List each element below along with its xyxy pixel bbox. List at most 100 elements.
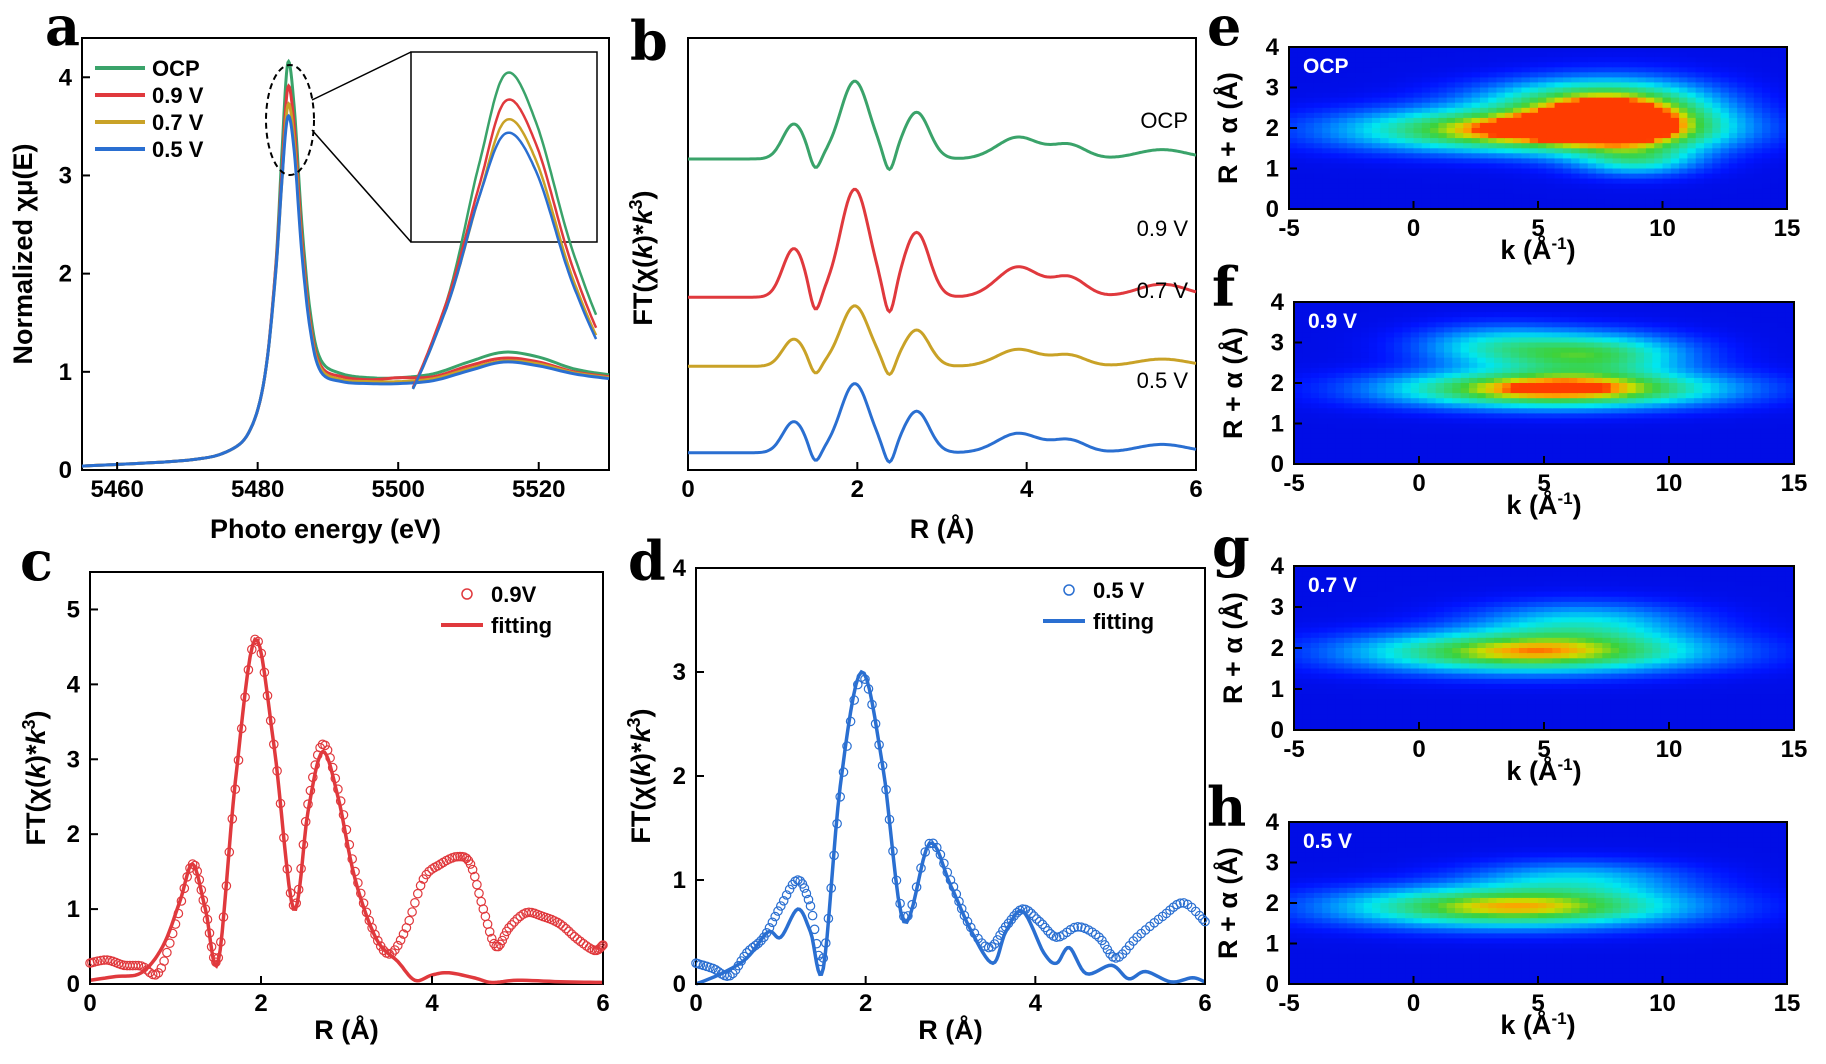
panel-f-heat-cell	[1360, 423, 1370, 430]
panel-f-heat-cell	[1735, 393, 1745, 399]
panel-e-heat-cell	[1778, 163, 1788, 170]
panel-g-heat-cell	[1435, 632, 1445, 639]
panel-f-heat-cell	[1577, 362, 1587, 369]
panel-g-heat-cell	[1327, 637, 1337, 644]
panel-e-heat-cell	[1728, 97, 1738, 104]
panel-e-heat-cell	[1463, 112, 1473, 119]
panel-g-heat-cell	[1444, 653, 1453, 659]
panel-f-heat-cell	[1310, 408, 1320, 414]
panel-e-heat-cell	[1521, 112, 1531, 119]
panel-f-heat-cell	[1502, 458, 1512, 465]
panel-c-ytick-label: 5	[67, 596, 80, 623]
panel-g-heat-cell	[1352, 601, 1362, 608]
panel-f-heat-cell	[1744, 357, 1753, 364]
panel-f-heat-cell	[1502, 428, 1512, 435]
panel-e-heat-cell	[1313, 173, 1323, 180]
panel-f-heat-cell	[1660, 428, 1670, 435]
panel-f-heat-cell	[1694, 408, 1703, 414]
panel-e-heat-cell	[1679, 148, 1688, 154]
panel-f-heat-cell	[1735, 327, 1745, 333]
panel-g-heat-cell	[1435, 581, 1445, 588]
panel-f-heat-cell	[1644, 388, 1653, 394]
panel-g-heat-cell	[1435, 566, 1445, 572]
panel-g-heat-cell	[1427, 653, 1437, 659]
panel-f-heat-cell	[1510, 438, 1520, 445]
panel-f-heat-cell	[1752, 403, 1762, 409]
panel-e-heat-cell	[1529, 117, 1539, 124]
panel-e-heat-cell	[1421, 133, 1431, 139]
panel-e-heat-cell	[1322, 193, 1332, 200]
panel-f-heat-cell	[1510, 327, 1520, 333]
panel-f-heat-cell	[1785, 362, 1795, 369]
panel-f-heat-cell	[1510, 393, 1520, 399]
panel-e-heat-cell	[1513, 52, 1522, 58]
panel-f-heat-cell	[1319, 357, 1328, 364]
panel-e-heat-cell	[1662, 52, 1672, 58]
panel-e-heat-cell	[1504, 183, 1514, 190]
panel-e-heat-cell	[1297, 67, 1307, 73]
panel-f-heat-cell	[1627, 383, 1637, 389]
panel-f-heat-cell	[1377, 312, 1387, 318]
panel-f-heat-cell	[1735, 337, 1745, 344]
panel-f-heat-cell	[1494, 327, 1503, 333]
panel-f-heat-cell	[1452, 398, 1462, 404]
panel-g-heat-cell	[1310, 714, 1320, 721]
panel-f-heat-cell	[1502, 377, 1512, 384]
panel-e-heat-cell	[1562, 143, 1572, 149]
panel-f-heat-cell	[1577, 383, 1587, 389]
panel-e-heat-cell	[1679, 92, 1688, 99]
panel-e-heat-cell	[1305, 112, 1315, 119]
panel-f-heat-cell	[1552, 302, 1562, 308]
panel-d-legend-label: 0.5 V	[1093, 578, 1145, 603]
panel-e-heat-cell	[1521, 188, 1531, 195]
panel-f-heat-cell	[1652, 383, 1662, 389]
panel-f-heat-cell	[1585, 332, 1595, 339]
panel-f-heat-cell	[1302, 367, 1312, 374]
panel-e-heat-cell	[1704, 168, 1713, 175]
panel-g-heat-cell	[1427, 622, 1437, 629]
panel-e-heat-cell	[1363, 138, 1373, 144]
panel-f-heat-cell	[1535, 327, 1545, 333]
panel-e-heat-cell	[1645, 72, 1655, 78]
panel-e-heat-cell	[1330, 62, 1340, 68]
panel-f-heat-cell	[1319, 448, 1328, 455]
panel-f-heat-cell	[1735, 347, 1745, 354]
panel-f-heat-cell	[1535, 453, 1545, 460]
panel-f-heat-cell	[1585, 443, 1595, 450]
panel-f-heat-cell	[1394, 418, 1403, 425]
panel-e-heat-cell	[1704, 97, 1713, 104]
panel-e-heat-cell	[1504, 117, 1514, 124]
panel-f-heat-cell	[1377, 428, 1387, 435]
panel-g-heat-cell	[1419, 709, 1428, 716]
panel-e-heat-cell	[1330, 102, 1340, 109]
panel-f-heat-cell	[1569, 327, 1578, 333]
panel-e-heat-cell	[1654, 173, 1664, 180]
panel-f-heat-cell	[1419, 438, 1428, 445]
panel-e-heat-cell	[1645, 57, 1655, 63]
panel-f-heat-cell	[1535, 383, 1545, 389]
panel-d-ytick-label: 2	[673, 763, 686, 790]
panel-e-heat-cell	[1529, 82, 1539, 89]
panel-e-heat-cell	[1670, 128, 1680, 134]
panel-g-heat-cell	[1360, 668, 1370, 675]
panel-e-heat-cell	[1479, 87, 1489, 94]
panel-b-letter: b	[630, 9, 668, 73]
panel-g-heat-cell	[1419, 673, 1428, 680]
panel-g-heat-cell	[1344, 694, 1353, 700]
panel-e-heat-cell	[1604, 148, 1614, 154]
panel-g-heat-cell	[1344, 719, 1353, 726]
panel-g-heat-cell	[1419, 632, 1428, 639]
panel-f-heat-cell	[1310, 367, 1320, 374]
panel-g-heat-cell	[1369, 658, 1378, 664]
panel-f-heat-cell	[1435, 332, 1445, 339]
panel-f-heat-cell	[1519, 302, 1528, 308]
panel-f-heat-cell	[1585, 307, 1595, 313]
panel-e-heat-cell	[1546, 82, 1556, 89]
panel-e-heat-cell	[1753, 168, 1763, 175]
panel-f-heat-cell	[1569, 418, 1578, 425]
panel-f-heat-cell	[1660, 403, 1670, 409]
panel-e-heat-cell	[1430, 112, 1439, 119]
panel-e-heat-cell	[1463, 62, 1473, 68]
panel-g-heat-cell	[1410, 724, 1420, 731]
